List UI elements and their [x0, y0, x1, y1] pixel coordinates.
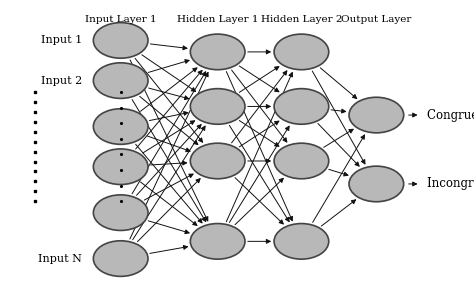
Circle shape	[93, 109, 148, 144]
Circle shape	[274, 224, 329, 259]
Circle shape	[191, 224, 245, 259]
Text: Output Layer: Output Layer	[341, 15, 411, 24]
Text: Input 2: Input 2	[41, 76, 82, 86]
Circle shape	[93, 195, 148, 231]
Text: Input N: Input N	[38, 254, 82, 264]
Circle shape	[349, 166, 404, 202]
Circle shape	[191, 89, 245, 124]
Text: Input 1: Input 1	[41, 35, 82, 45]
Circle shape	[274, 89, 329, 124]
Circle shape	[191, 143, 245, 179]
Circle shape	[274, 34, 329, 70]
Circle shape	[93, 149, 148, 184]
Circle shape	[93, 23, 148, 58]
Circle shape	[93, 241, 148, 276]
Text: Hidden Layer 2: Hidden Layer 2	[261, 15, 342, 24]
Circle shape	[349, 97, 404, 133]
Circle shape	[93, 63, 148, 98]
Text: Input Layer 1: Input Layer 1	[85, 15, 156, 24]
Text: Incongruent Grip: Incongruent Grip	[427, 177, 474, 190]
Text: Congruent Grip: Congruent Grip	[427, 109, 474, 122]
Circle shape	[274, 143, 329, 179]
Text: Hidden Layer 1: Hidden Layer 1	[177, 15, 258, 24]
Circle shape	[191, 34, 245, 70]
